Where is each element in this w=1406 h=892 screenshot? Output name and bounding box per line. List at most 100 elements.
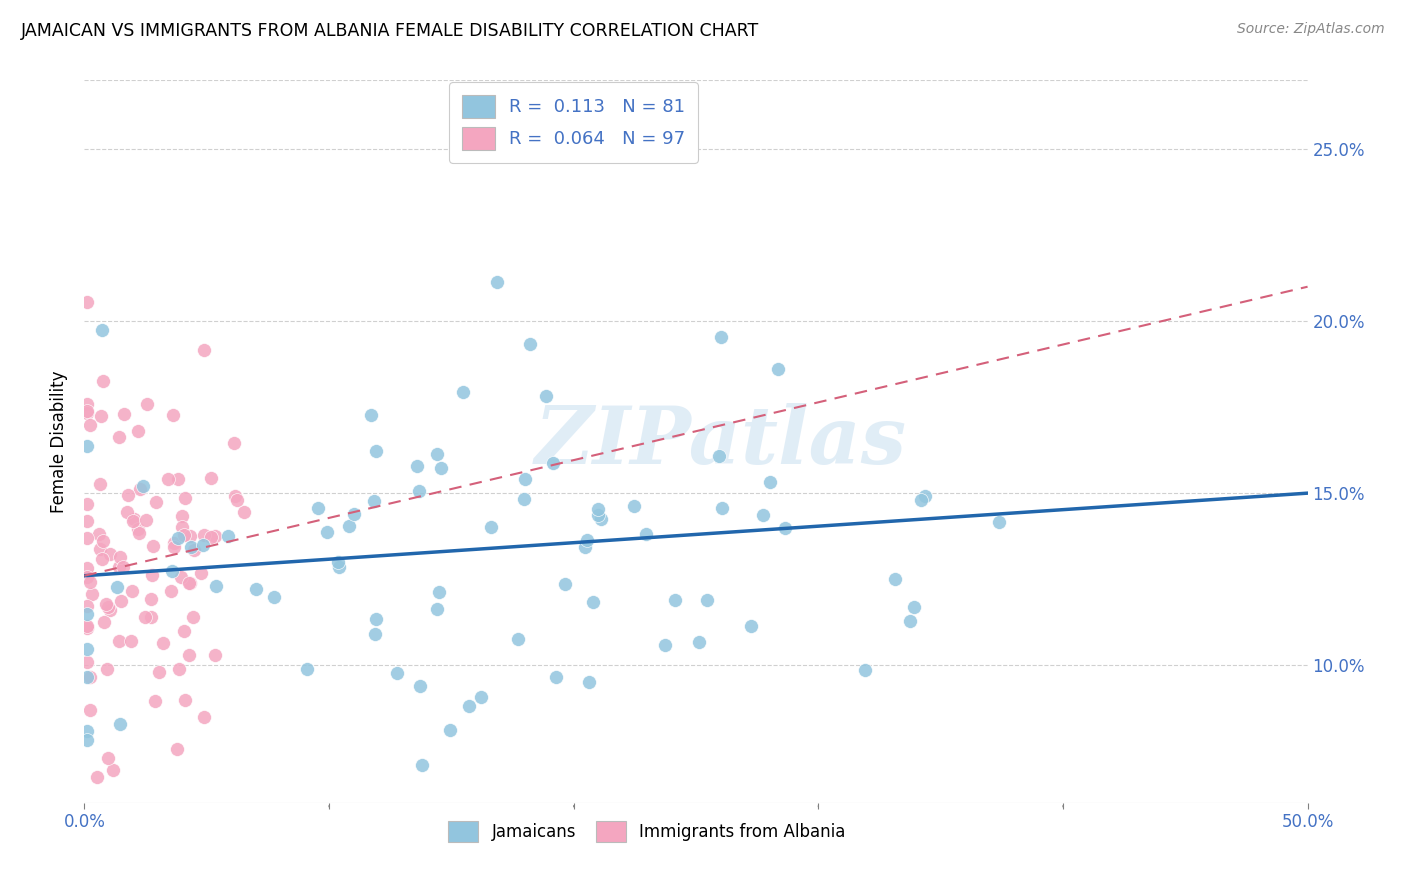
Point [623, 500, 645, 514]
Point [76, 496, 98, 510]
Point [193, 710, 215, 724]
Point [315, 525, 337, 540]
Point [307, 501, 329, 516]
Point [710, 501, 733, 516]
Point [76, 403, 98, 417]
Point [101, 763, 124, 777]
Point [232, 505, 254, 519]
Point [117, 488, 139, 502]
Point [508, 632, 530, 646]
Point [112, 407, 135, 421]
Point [710, 330, 733, 344]
Point [76, 514, 98, 528]
Point [586, 508, 609, 522]
Point [82, 586, 104, 600]
Point [98, 603, 121, 617]
Point [90, 409, 112, 423]
Point [89, 477, 111, 491]
Point [541, 456, 564, 470]
Point [910, 493, 932, 508]
Point [179, 529, 201, 543]
Point [90, 552, 112, 566]
Point [225, 493, 247, 508]
Point [898, 614, 921, 628]
Point [224, 489, 246, 503]
Point [91, 374, 114, 388]
Text: JAMAICAN VS IMMIGRANTS FROM ALBANIA FEMALE DISABILITY CORRELATION CHART: JAMAICAN VS IMMIGRANTS FROM ALBANIA FEMA… [21, 22, 759, 40]
Point [707, 449, 730, 463]
Point [578, 675, 600, 690]
Point [204, 529, 226, 543]
Point [429, 585, 451, 599]
Point [107, 430, 129, 444]
Point [139, 592, 162, 607]
Point [163, 540, 186, 554]
Point [89, 542, 111, 557]
Point [163, 536, 186, 550]
Point [76, 619, 98, 633]
Point [439, 723, 461, 737]
Point [127, 522, 149, 536]
Point [554, 577, 576, 591]
Point [752, 508, 775, 522]
Point [193, 343, 215, 358]
Point [295, 662, 318, 676]
Point [204, 579, 226, 593]
Point [179, 575, 201, 590]
Point [76, 397, 98, 411]
Point [170, 570, 193, 584]
Point [360, 408, 382, 422]
Point [167, 662, 190, 676]
Point [903, 599, 925, 614]
Point [110, 550, 132, 565]
Point [162, 408, 184, 422]
Point [79, 670, 101, 684]
Point [76, 439, 98, 453]
Point [536, 389, 558, 403]
Point [385, 665, 408, 680]
Point [148, 665, 170, 679]
Y-axis label: Female Disability: Female Disability [51, 370, 69, 513]
Point [76, 599, 98, 614]
Point [97, 751, 120, 765]
Point [343, 507, 366, 521]
Point [91, 534, 114, 549]
Point [76, 570, 98, 584]
Point [76, 406, 98, 420]
Point [76, 723, 98, 738]
Point [883, 573, 905, 587]
Point [145, 495, 167, 509]
Point [97, 599, 120, 614]
Point [86, 770, 108, 784]
Point [76, 531, 98, 545]
Point [94, 597, 117, 611]
Point [108, 633, 131, 648]
Point [328, 560, 350, 574]
Point [179, 540, 201, 554]
Point [586, 502, 609, 516]
Point [112, 560, 135, 574]
Point [172, 519, 194, 533]
Point [166, 742, 188, 756]
Point [177, 648, 200, 662]
Point [174, 693, 197, 707]
Point [167, 472, 190, 486]
Point [914, 489, 936, 503]
Point [167, 531, 190, 545]
Point [987, 515, 1010, 529]
Point [76, 621, 98, 635]
Point [76, 560, 98, 574]
Point [98, 547, 121, 561]
Point [143, 693, 166, 707]
Point [853, 663, 876, 677]
Point [479, 519, 502, 533]
Point [408, 484, 430, 499]
Point [108, 717, 131, 731]
Point [582, 595, 605, 609]
Point [79, 418, 101, 433]
Point [76, 670, 98, 684]
Point [409, 679, 432, 693]
Point [183, 543, 205, 558]
Point [173, 527, 195, 541]
Point [519, 337, 541, 351]
